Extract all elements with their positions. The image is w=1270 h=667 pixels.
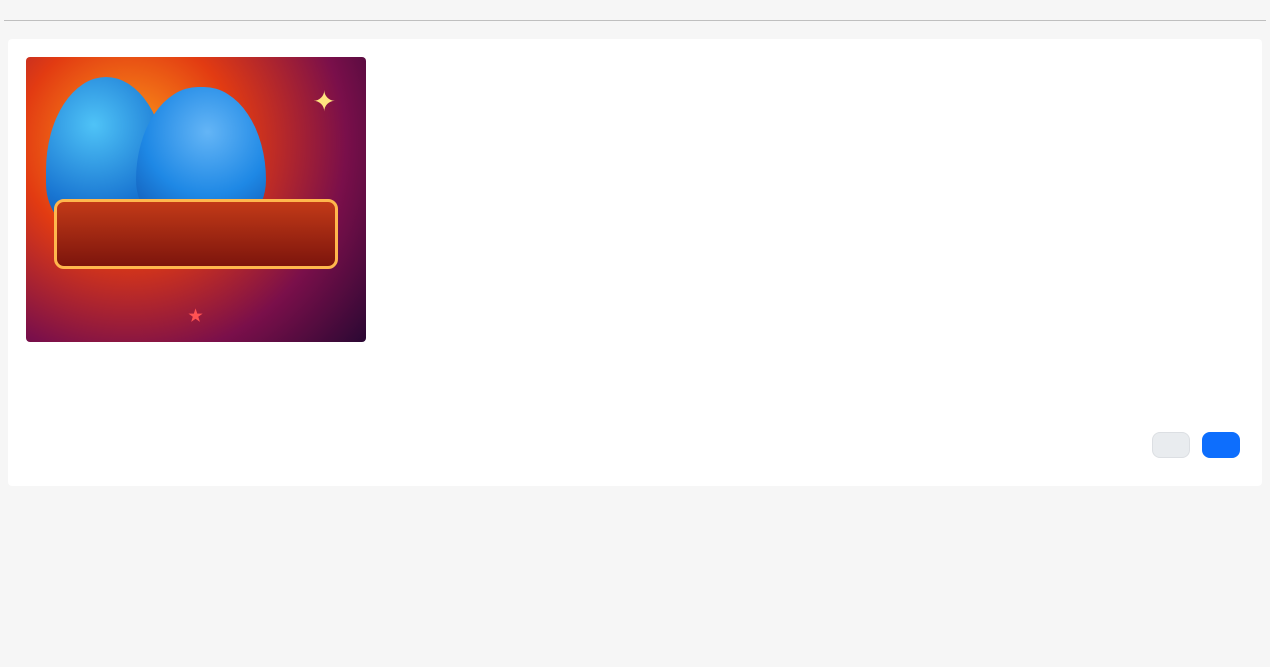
ad-brand-star-icon: ★ (188, 306, 203, 325)
reset-button[interactable] (1152, 432, 1190, 458)
ad-brand: ★ (26, 306, 366, 328)
button-row (26, 432, 1244, 458)
ad-amount-box (54, 199, 338, 269)
ad-banner[interactable]: ✦ ★ (26, 57, 366, 342)
calculate-button[interactable] (1202, 432, 1240, 458)
page-title (0, 0, 1270, 20)
ad-art-sparkle: ✦ (313, 85, 336, 118)
calculator-panel: ✦ ★ (8, 39, 1262, 486)
title-divider (4, 20, 1266, 21)
